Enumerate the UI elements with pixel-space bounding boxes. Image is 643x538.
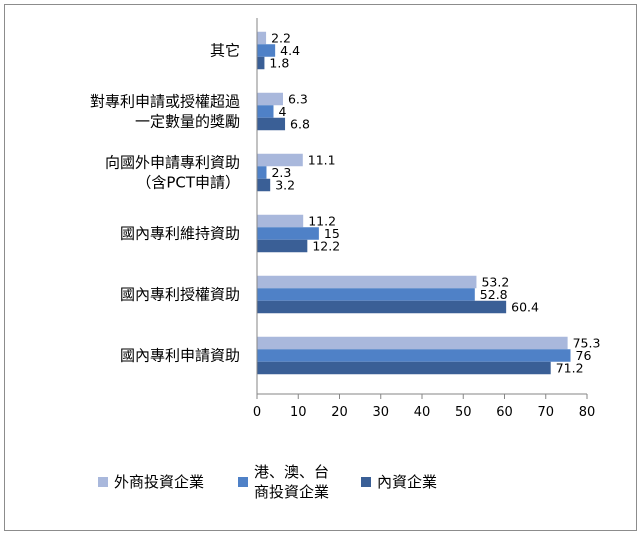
data-label-5-0: 75.3 (573, 336, 601, 351)
data-label-2-2: 3.2 (275, 178, 295, 193)
data-label-3-1: 15 (324, 226, 340, 241)
x-tick-label-2: 20 (331, 405, 348, 420)
bar-2-1 (257, 166, 267, 179)
category-label-1-1: 一定數量的獎勵 (135, 113, 240, 131)
bar-3-0 (257, 214, 304, 228)
data-label-5-2: 71.2 (556, 361, 584, 376)
x-tick-label-0: 0 (253, 405, 261, 420)
category-label-1-0: 對專利申請或授權超過 (90, 93, 240, 111)
legend-label-1-0: 港、澳、台 (254, 463, 329, 481)
x-tick-label-3: 30 (372, 405, 389, 420)
category-label-4-0: 國內專利授權資助 (120, 286, 240, 304)
category-label-3-0: 國內專利維持資助 (120, 225, 240, 243)
bar-1-0 (257, 92, 283, 106)
data-label-4-2: 60.4 (511, 300, 539, 315)
x-tick-label-8: 80 (579, 405, 596, 420)
data-label-1-2: 6.8 (290, 117, 310, 132)
x-tick-label-1: 10 (290, 405, 307, 420)
data-label-3-0: 11.2 (308, 214, 336, 229)
bar-5-0 (257, 336, 568, 350)
data-label-0-2: 1.8 (269, 56, 289, 71)
data-label-0-0: 2.2 (271, 31, 291, 46)
bar-2-2 (257, 178, 271, 192)
bar-0-1 (257, 44, 276, 57)
chart-frame (4, 4, 637, 531)
x-tick-label-4: 40 (414, 405, 431, 420)
category-label-2-0: 向國外申請專利資助 (105, 154, 240, 172)
data-label-2-1: 2.3 (271, 165, 291, 180)
bar-4-2 (257, 300, 507, 314)
x-tick-label-5: 50 (455, 405, 472, 420)
bar-0-0 (257, 31, 267, 45)
legend-label-1-1: 商投資企業 (254, 483, 329, 501)
axes-layer: 0 10 20 30 40 50 60 70 80 (253, 18, 595, 420)
bar-1-1 (257, 105, 274, 118)
legend-swatch-1 (238, 477, 248, 487)
x-tick-label-7: 70 (537, 405, 554, 420)
data-label-0-1: 4.4 (280, 43, 300, 58)
bar-3-2 (257, 239, 308, 253)
data-label-3-2: 12.2 (312, 239, 340, 254)
data-label-1-1: 4 (279, 104, 287, 119)
bar-4-1 (257, 288, 475, 301)
legend-swatch-0 (98, 477, 108, 487)
bars-layer (257, 31, 571, 375)
data-label-1-0: 6.3 (288, 92, 308, 107)
data-label-4-1: 52.8 (480, 287, 508, 302)
bar-1-2 (257, 117, 286, 131)
category-label-2-1: （含PCT申請） (136, 174, 240, 192)
bar-5-2 (257, 361, 551, 375)
bar-4-0 (257, 275, 477, 289)
bar-3-1 (257, 227, 319, 240)
bar-0-2 (257, 56, 265, 70)
data-label-5-1: 76 (576, 348, 592, 363)
bar-5-1 (257, 349, 571, 362)
legend-label-2-0: 內資企業 (377, 473, 437, 491)
x-tick-label-6: 60 (496, 405, 513, 420)
legend-swatch-2 (361, 477, 371, 487)
bar-2-0 (257, 153, 303, 167)
data-label-4-0: 53.2 (481, 275, 509, 290)
category-label-5-0: 國內專利申請資助 (120, 347, 240, 365)
legend-label-0-0: 外商投資企業 (114, 473, 204, 491)
data-label-2-0: 11.1 (308, 153, 336, 168)
category-label-0-0: 其它 (210, 42, 240, 60)
